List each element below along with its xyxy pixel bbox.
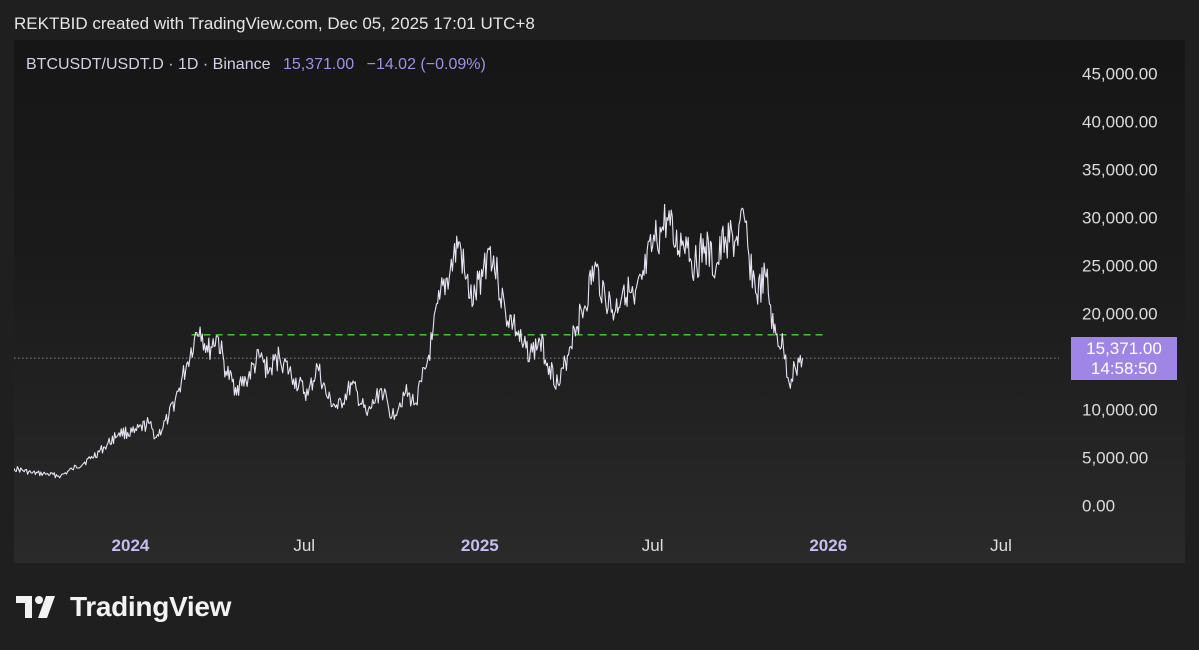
y-tick-label: 45,000.00	[1082, 65, 1158, 84]
last-price-value: 15,371.00	[282, 56, 355, 73]
last-price-tag: 15,371.00 14:58:50	[1071, 337, 1177, 380]
y-tick-label: 10,000.00	[1082, 401, 1158, 420]
chart-attribution: REKTBID created with TradingView.com, De…	[14, 14, 535, 33]
tradingview-brand[interactable]: TradingView	[16, 591, 231, 623]
chart-panel[interactable]: 0.00 5,000.00 10,000.00 20,000.00 25,000.00 3…	[14, 40, 1185, 563]
y-tick-label: 20,000.00	[1082, 305, 1158, 324]
price-tag-value: 15,371.00	[1086, 339, 1162, 358]
y-tick-label: 5,000.00	[1082, 449, 1148, 468]
price-change-value: −14.02 (−0.09%)	[366, 56, 486, 73]
y-tick-label: 25,000.00	[1082, 257, 1158, 276]
x-tick-label: 2026	[809, 536, 847, 555]
y-tick-label: 30,000.00	[1082, 209, 1158, 228]
bar-countdown: 14:58:50	[1090, 359, 1158, 378]
x-tick-label: Jul	[293, 536, 315, 555]
symbol-info[interactable]: BTCUSDT/USDT.D · 1D · Binance	[26, 56, 271, 73]
x-tick-label: 2025	[461, 536, 499, 555]
tradingview-logo-icon	[16, 596, 55, 618]
symbol-legend[interactable]: BTCUSDT/USDT.D · 1D · Binance 15,371.00 …	[26, 56, 486, 74]
y-tick-label: 0.00	[1082, 497, 1115, 516]
x-tick-label: Jul	[990, 536, 1012, 555]
price-series-line	[14, 203, 804, 479]
tradingview-wordmark: TradingView	[70, 591, 232, 622]
x-tick-label: 2024	[112, 536, 150, 555]
y-tick-label: 40,000.00	[1082, 113, 1158, 132]
y-tick-label: 35,000.00	[1082, 161, 1158, 180]
price-chart[interactable]: 0.00 5,000.00 10,000.00 20,000.00 25,000.00 3…	[14, 40, 1185, 563]
x-tick-label: Jul	[642, 536, 664, 555]
